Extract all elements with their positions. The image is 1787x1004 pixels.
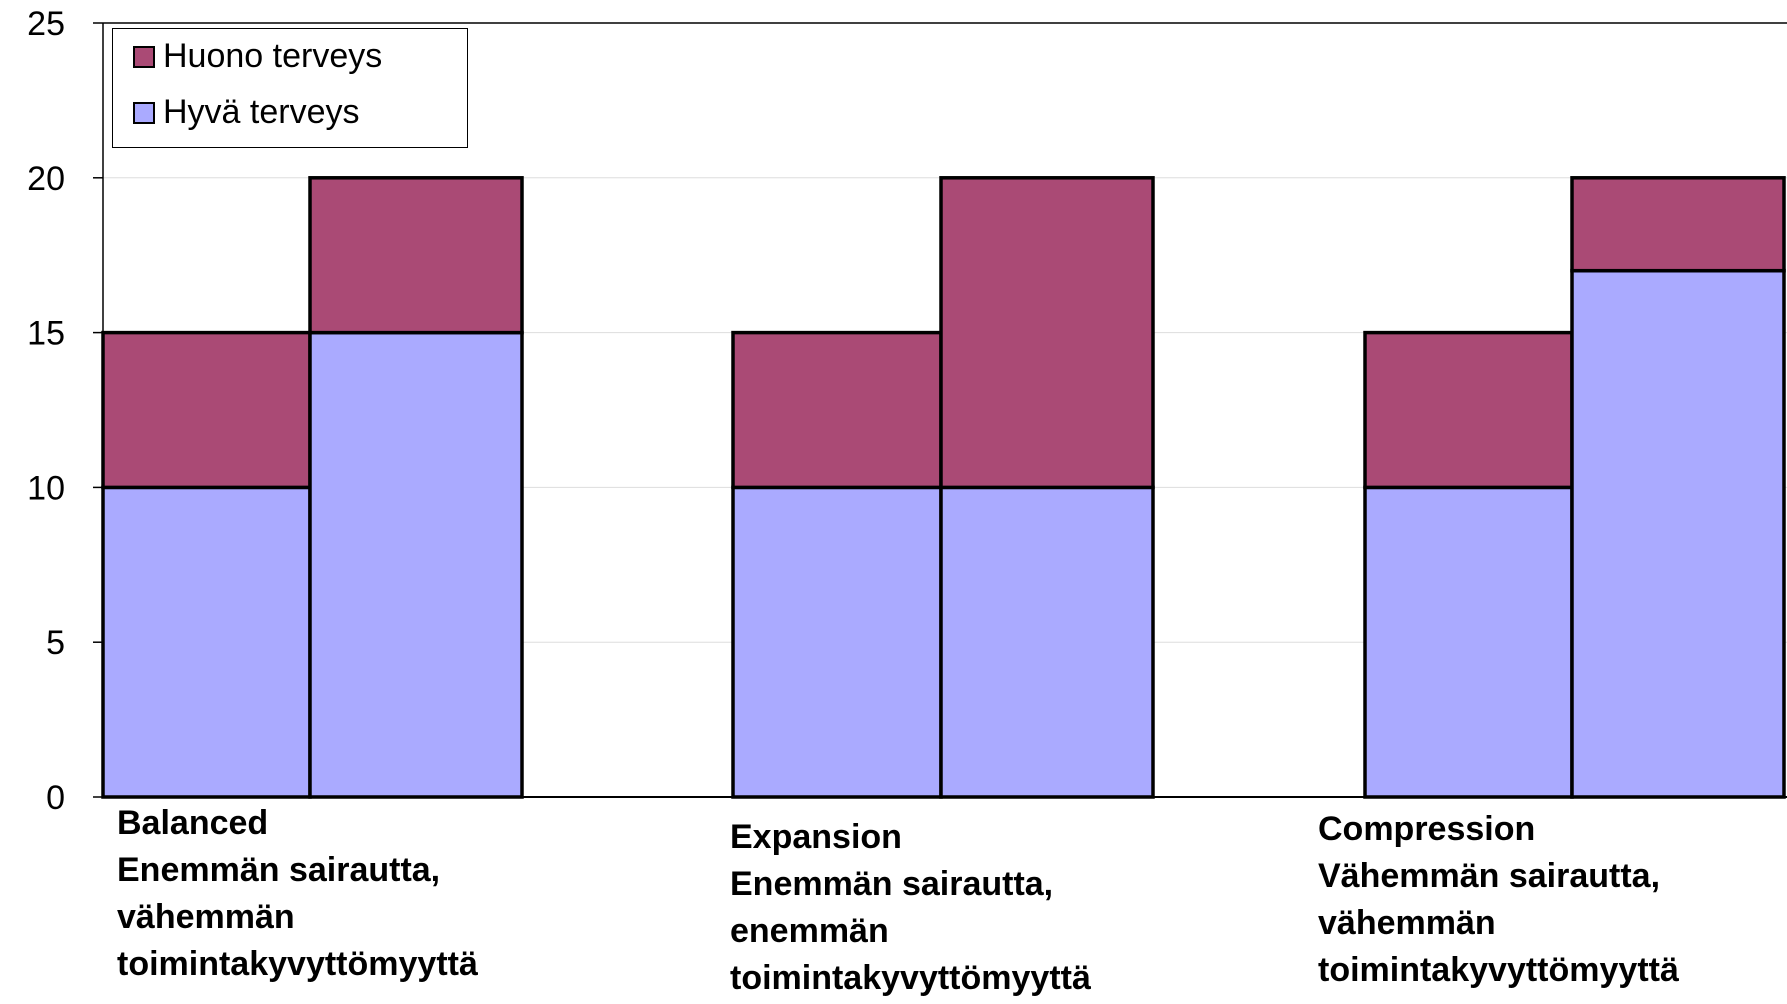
- legend-label-hyva: Hyvä terveys: [163, 93, 360, 131]
- category-label-balanced: Balanced Enemmän sairautta, vähemmän toi…: [117, 800, 478, 988]
- category-label-line: toimintakyvyttömyyttä: [117, 945, 478, 983]
- y-tick-label: 15: [27, 315, 65, 353]
- legend-item-hyva: Hyvä terveys: [133, 93, 360, 132]
- legend-item-huono: Huono terveys: [133, 37, 382, 76]
- category-label-compression: Compression Vähemmän sairautta, vähemmän…: [1318, 806, 1679, 994]
- category-label-line: Vähemmän sairautta,: [1318, 857, 1661, 895]
- category-label-line: Enemmän sairautta,: [730, 865, 1054, 903]
- legend: Huono terveys Hyvä terveys: [112, 28, 468, 148]
- legend-swatch-hyva: [133, 101, 155, 124]
- legend-swatch-huono: [133, 45, 155, 68]
- y-tick-label: 5: [46, 624, 65, 662]
- bar-segment-huono: [1363, 330, 1574, 490]
- bar-segment-huono: [1570, 176, 1786, 273]
- category-label-line: vähemmän: [1318, 904, 1496, 942]
- category-label-line: Enemmän sairautta,: [117, 851, 441, 889]
- y-tick-label: 25: [27, 5, 65, 43]
- bar-segment-huono: [731, 330, 943, 490]
- category-label-expansion: Expansion Enemmän sairautta, enemmän toi…: [730, 814, 1091, 1002]
- y-tick-label: 10: [27, 469, 65, 507]
- bar-segment-hyva: [939, 485, 1155, 799]
- legend-label-huono: Huono terveys: [163, 37, 383, 75]
- bar-segment-huono: [308, 176, 524, 335]
- bar-segment-hyva: [1570, 268, 1786, 799]
- bar-segment-hyva: [731, 485, 943, 799]
- category-label-line: toimintakyvyttömyyttä: [730, 959, 1091, 997]
- category-label-line: toimintakyvyttömyyttä: [1318, 951, 1679, 989]
- bar-segment-huono: [939, 176, 1155, 490]
- category-label-line: Expansion: [730, 818, 902, 856]
- bar-segment-hyva: [308, 330, 524, 799]
- bar-segment-hyva: [101, 485, 312, 799]
- y-tick-label: 0: [46, 779, 65, 817]
- bar-segment-hyva: [1363, 485, 1574, 799]
- bar-segment-huono: [101, 330, 312, 490]
- category-label-line: Compression: [1318, 810, 1536, 848]
- y-tick-label: 20: [27, 160, 65, 198]
- category-label-line: enemmän: [730, 912, 889, 950]
- category-label-line: Balanced: [117, 804, 269, 842]
- category-label-line: vähemmän: [117, 898, 295, 936]
